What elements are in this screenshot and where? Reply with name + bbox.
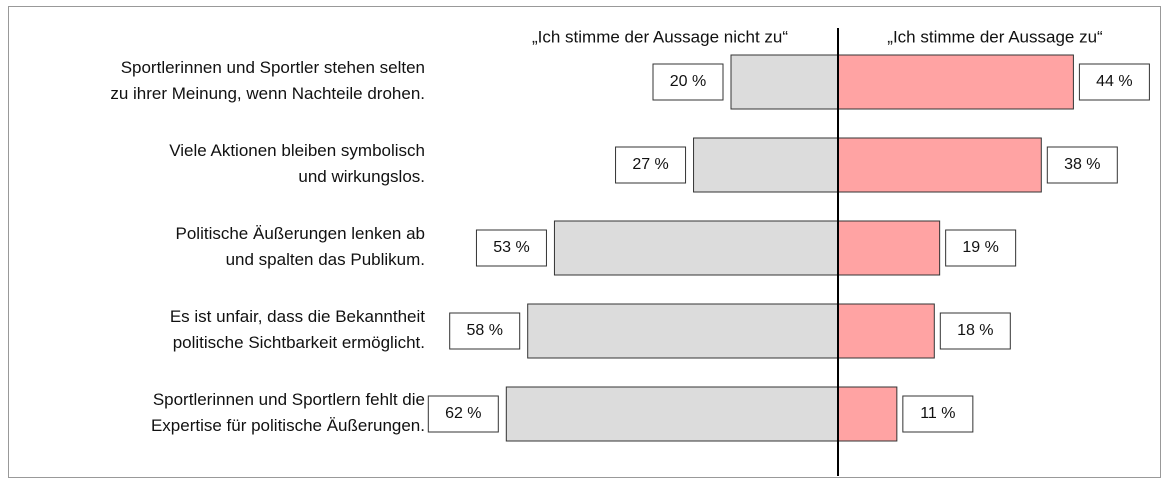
value-label: 18 %	[957, 322, 993, 339]
bar	[837, 54, 1074, 110]
category-label: Sportlerinnen und Sportlern fehlt die Exp…	[151, 390, 425, 435]
value-label: 11 %	[920, 405, 955, 422]
value-label: 27 %	[632, 156, 668, 173]
value-label: 53 %	[493, 239, 529, 256]
value-label-box	[475, 229, 547, 267]
value-label-box	[652, 63, 724, 101]
category-label: Es ist unfair, dass die Bekanntheit polit…	[170, 307, 425, 352]
value-label: 19 %	[962, 239, 998, 256]
bar	[837, 137, 1042, 193]
bar	[837, 220, 941, 276]
legend-header: „Ich stimme der Aussage zu“	[887, 27, 1103, 46]
bar	[837, 386, 898, 442]
value-label: 44 %	[1096, 73, 1132, 90]
value-label-box	[1046, 146, 1118, 184]
category-label: Sportlerinnen und Sportler stehen selten…	[110, 58, 425, 103]
frame	[8, 6, 1161, 478]
category-label: Viele Aktionen bleiben symbolisch und wir…	[169, 141, 425, 186]
value-label-box	[449, 312, 521, 350]
value-label-box	[1078, 63, 1150, 101]
legend-header: „Ich stimme der Aussage nicht zu“	[532, 27, 788, 46]
bar	[553, 220, 839, 276]
value-label: 38 %	[1064, 156, 1100, 173]
value-label-box	[945, 229, 1017, 267]
value-label-box	[615, 146, 687, 184]
value-label-box	[427, 395, 499, 433]
bar	[527, 303, 839, 359]
bar	[693, 137, 839, 193]
value-label: 58 %	[466, 322, 502, 339]
category-label: Politische Äußerungen lenken ab und spalt…	[176, 224, 426, 269]
value-label: 62 %	[445, 405, 481, 422]
bar	[505, 386, 839, 442]
value-label: 20 %	[670, 73, 706, 90]
bar	[730, 54, 839, 110]
value-label-box	[939, 312, 1011, 350]
bar	[837, 303, 935, 359]
value-label-box	[902, 395, 974, 433]
